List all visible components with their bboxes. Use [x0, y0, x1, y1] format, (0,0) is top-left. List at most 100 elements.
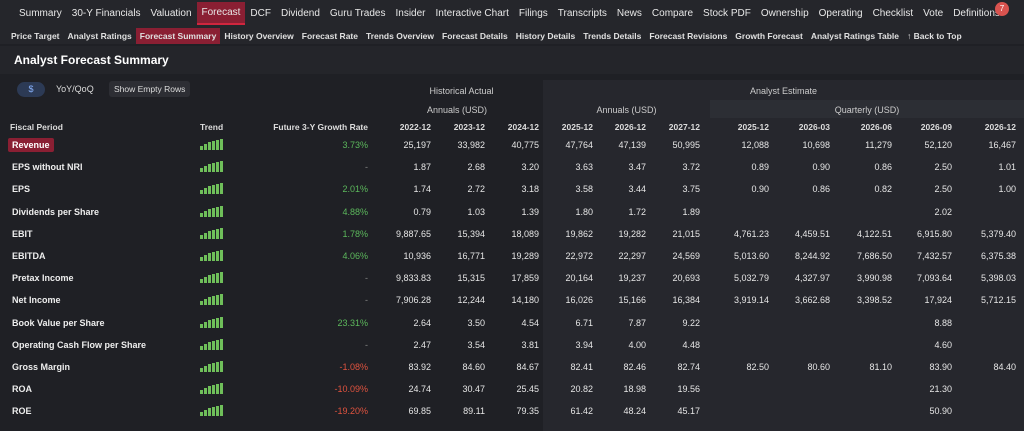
- sub-nav-link[interactable]: Trends Overview: [362, 28, 438, 44]
- trend-bar: [208, 386, 211, 395]
- sub-nav-link[interactable]: Forecast Details: [438, 28, 512, 44]
- value-cell: 17,859: [511, 273, 539, 284]
- value-cell: 19,289: [511, 251, 539, 261]
- sub-nav-link[interactable]: Trends Details: [579, 28, 645, 44]
- value-cell: 48.24: [623, 406, 646, 417]
- nav-tab[interactable]: Stock PDF: [703, 8, 751, 19]
- column-header: 2027-12: [668, 122, 700, 132]
- nav-tab[interactable]: Valuation: [150, 8, 192, 19]
- trend-icon: [200, 249, 223, 261]
- value-cell: 69.85: [408, 406, 431, 417]
- trend-bar: [216, 362, 219, 372]
- nav-tab[interactable]: DCF: [250, 8, 271, 19]
- trend-icon: [200, 316, 223, 328]
- value-cell: 15,315: [457, 273, 485, 284]
- nav-tab[interactable]: 30-Y Financials: [71, 8, 141, 19]
- value-cell: 4.00: [628, 339, 646, 350]
- value-cell: 3.54: [467, 339, 485, 350]
- trend-bar: [212, 340, 215, 350]
- value-cell: 12,244: [457, 295, 485, 306]
- value-cell: 81.10: [869, 362, 892, 372]
- value-cell: 9.22: [682, 317, 700, 328]
- link-text: Forecast Details: [442, 30, 508, 41]
- sub-nav-link[interactable]: Forecast Summary: [135, 27, 221, 44]
- value-cell: 50,995: [672, 140, 700, 150]
- value-cell: 52,120: [924, 140, 952, 150]
- value-cell: 0.90: [751, 184, 769, 195]
- sub-nav-link[interactable]: History Overview: [220, 28, 297, 44]
- nav-tab[interactable]: Operating: [818, 8, 863, 19]
- mode-toggle[interactable]: YoY/QoQ: [56, 84, 94, 94]
- value-cell: 0.86: [874, 162, 892, 173]
- trend-bar: [216, 228, 219, 239]
- value-cell: 89.11: [463, 406, 485, 417]
- value-cell: 18.98: [623, 384, 646, 395]
- sub-nav-link[interactable]: ↑ Back to Top: [903, 28, 966, 44]
- growth-rate: 4.88%: [342, 206, 368, 217]
- sub-nav-link[interactable]: Forecast Revisions: [645, 28, 731, 44]
- trend-bar: [220, 161, 223, 173]
- value-cell: 7,432.57: [916, 251, 952, 261]
- column-header: 2025-12: [561, 122, 593, 132]
- quarterly-bg: [710, 100, 1024, 118]
- value-cell: 4,761.23: [733, 228, 769, 239]
- row-label: EPS without NRI: [12, 162, 83, 173]
- nav-tab[interactable]: Compare: [651, 8, 694, 19]
- row-label: EPS: [12, 184, 31, 195]
- sub-nav-link[interactable]: Analyst Ratings: [64, 28, 136, 44]
- sub-nav-link[interactable]: Growth Forecast: [731, 28, 807, 44]
- value-cell: 9,887.65: [395, 228, 431, 239]
- trend-bar: [212, 407, 215, 417]
- row-label: ROE: [12, 406, 32, 417]
- nav-tab[interactable]: News: [616, 8, 642, 19]
- nav-tab[interactable]: Interactive Chart: [435, 8, 509, 19]
- nav-tab[interactable]: Ownership: [760, 8, 809, 19]
- column-header: Trend: [200, 122, 224, 132]
- value-cell: 22,297: [618, 251, 646, 261]
- value-cell: 3,919.14: [733, 295, 769, 306]
- trend-bar: [200, 168, 203, 173]
- value-cell: 5,013.60: [733, 251, 769, 261]
- value-cell: 83.92: [408, 362, 431, 372]
- trend-bar: [212, 296, 215, 306]
- nav-tab[interactable]: Insider: [395, 8, 426, 19]
- currency-button[interactable]: $: [17, 82, 45, 97]
- trend-bar: [208, 186, 211, 195]
- value-cell: 25,197: [403, 140, 431, 150]
- trend-bar: [212, 207, 215, 217]
- nav-tab[interactable]: Transcripts: [557, 8, 607, 19]
- link-text: Trends Details: [583, 30, 642, 41]
- value-cell: 2.64: [413, 317, 431, 328]
- value-cell: 82.41: [570, 362, 593, 372]
- trend-bar: [204, 144, 207, 150]
- trend-icon: [200, 293, 223, 306]
- nav-tab[interactable]: Summary: [19, 8, 62, 19]
- nav-tab[interactable]: Vote: [923, 8, 944, 19]
- sub-nav-link[interactable]: Forecast Rate: [298, 28, 362, 44]
- row-label: Pretax Income: [12, 273, 74, 284]
- nav-tab[interactable]: Definitions: [953, 8, 1000, 19]
- group-header: Analyst Estimate: [749, 86, 818, 96]
- value-cell: 7.87: [628, 317, 646, 328]
- value-cell: 4.48: [682, 339, 700, 350]
- row-label: Net Income: [12, 295, 61, 306]
- link-text: Trends Overview: [365, 30, 435, 41]
- nav-tab[interactable]: Forecast: [196, 2, 246, 25]
- trend-icon: [200, 382, 223, 395]
- nav-tab[interactable]: Filings: [518, 8, 548, 19]
- row-label: Dividends per Share: [12, 206, 100, 217]
- nav-tab[interactable]: Dividend: [280, 8, 320, 19]
- row-label: EBITDA: [12, 251, 46, 261]
- value-cell: 2.02: [934, 206, 952, 217]
- empty-rows-toggle[interactable]: Show Empty Rows: [109, 81, 191, 97]
- nav-tab[interactable]: Guru Trades: [329, 8, 386, 19]
- trend-bar: [200, 368, 203, 372]
- value-cell: 12,088: [741, 140, 769, 150]
- subgroup-header: Quarterly (USD): [834, 105, 900, 115]
- row-label: Revenue: [8, 138, 54, 152]
- nav-tab[interactable]: Checklist: [872, 8, 914, 19]
- sub-nav-link[interactable]: Analyst Ratings Table: [807, 28, 903, 44]
- sub-nav-link[interactable]: Price Target: [7, 28, 64, 44]
- sub-nav-link[interactable]: History Details: [512, 28, 580, 44]
- trend-bar: [220, 205, 223, 217]
